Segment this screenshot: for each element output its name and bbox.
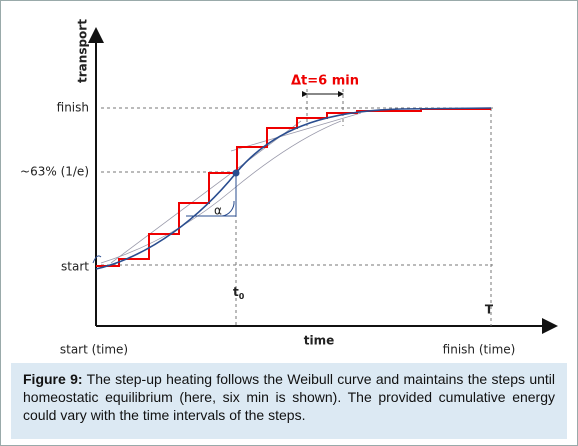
diagram: transport finish ~63% (1/e) start Δt=6 m… <box>20 19 558 357</box>
x-start-label: start (time) <box>60 343 128 357</box>
x-finish-label: finish (time) <box>443 343 516 357</box>
start-arc <box>92 255 102 264</box>
angle-arc <box>221 200 235 217</box>
x-axis-label: time <box>304 334 335 348</box>
weibull-curve <box>95 107 492 270</box>
angle-lines <box>186 173 237 217</box>
angle-label: α <box>214 204 222 218</box>
tangents <box>100 112 362 264</box>
delta-t-label: Δt=6 min <box>291 74 359 89</box>
t0-base: t <box>233 285 239 299</box>
t0-label: t0 <box>233 285 245 301</box>
t0-sub: 0 <box>239 292 245 301</box>
T-label: T <box>485 303 494 317</box>
caption: Figure 9: The step-up heating follows th… <box>11 363 567 439</box>
caption-label: Figure 9: <box>23 371 83 387</box>
finish-label: finish <box>57 101 89 115</box>
caption-text: The step-up heating follows the Weibull … <box>23 371 555 423</box>
start-label: start <box>61 260 89 274</box>
y-axis-label: transport <box>76 19 90 83</box>
mid-label: ~63% (1/e) <box>20 165 89 179</box>
